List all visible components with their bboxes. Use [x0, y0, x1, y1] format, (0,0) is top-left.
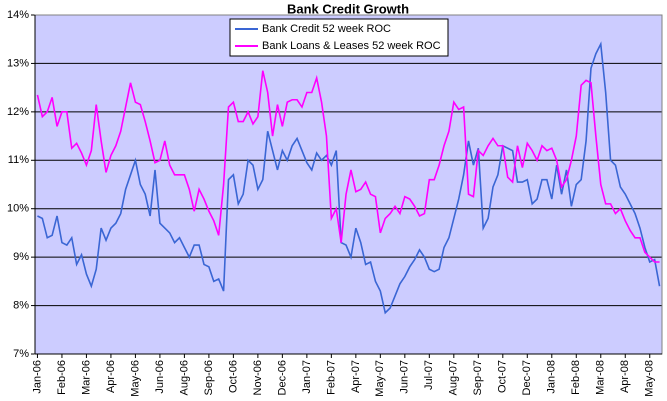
x-tick-label: Dec-07 — [521, 360, 533, 395]
x-tick-label: May-07 — [374, 360, 386, 397]
y-tick-label: 7% — [13, 348, 29, 360]
x-tick-label: Apr-08 — [619, 360, 631, 393]
x-tick-label: Nov-06 — [252, 360, 264, 395]
x-tick-label: Dec-06 — [276, 360, 288, 395]
y-tick-label: 10% — [7, 203, 29, 215]
x-tick-label: Sep-06 — [203, 360, 215, 395]
x-tick-label: Sep-07 — [472, 360, 484, 395]
x-tick-label: Oct-07 — [497, 360, 509, 393]
x-tick-label: Jan-07 — [301, 360, 313, 394]
x-tick-label: Mar-08 — [595, 360, 607, 395]
x-tick-label: May-06 — [129, 360, 141, 397]
x-tick-label: Feb-08 — [570, 360, 582, 395]
x-tick-label: May-08 — [644, 360, 656, 397]
series-line — [37, 41, 661, 315]
x-tick-label: Apr-06 — [105, 360, 117, 393]
legend-box — [229, 18, 449, 57]
x-tick-label: Jul-07 — [423, 360, 435, 390]
y-tick-label: 14% — [7, 9, 29, 21]
x-tick-label: Feb-06 — [56, 360, 68, 395]
x-tick-label: Jun-07 — [399, 360, 411, 394]
chart-title: Bank Credit Growth — [287, 1, 409, 16]
x-tick-label: Feb-07 — [325, 360, 337, 395]
y-tick-label: 12% — [7, 106, 29, 118]
x-tick-label: Jun-06 — [154, 360, 166, 394]
y-tick-label: 8% — [13, 299, 29, 311]
x-tick-label: Jan-06 — [31, 360, 43, 394]
legend-label: Bank Loans & Leases 52 week ROC — [262, 40, 441, 52]
legend-label: Bank Credit 52 week ROC — [262, 23, 391, 35]
x-tick-label: Apr-07 — [350, 360, 362, 393]
x-tick-label: Mar-06 — [80, 360, 92, 395]
x-tick-label: Oct-06 — [227, 360, 239, 393]
y-tick-label: 13% — [7, 57, 29, 69]
y-tick-label: 9% — [13, 251, 29, 263]
y-tick-label: 11% — [8, 154, 29, 166]
x-tick-label: Aug-06 — [178, 360, 190, 395]
x-tick-label: Aug-07 — [448, 360, 460, 395]
x-tick-label: Jan-08 — [546, 360, 558, 394]
series-line — [36, 70, 660, 263]
